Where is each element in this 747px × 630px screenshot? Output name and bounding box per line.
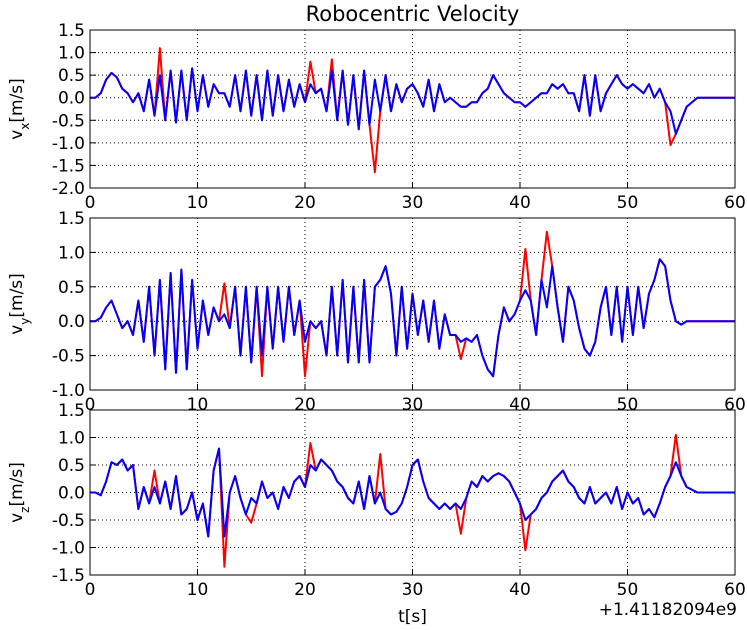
axes-frame <box>89 409 736 576</box>
y-axis-label: vy[m/s] <box>7 273 32 335</box>
y-tick-label: 0.5 <box>58 278 85 298</box>
x-tick-label: 50 <box>617 193 639 213</box>
y-tick-label: 1.5 <box>58 21 85 41</box>
x-tick-label: 30 <box>402 580 424 600</box>
x-axis-label: t[s] <box>398 607 427 627</box>
axes-frame <box>89 29 736 189</box>
x-tick-label: 10 <box>187 193 209 213</box>
y-tick-label: 0.5 <box>58 66 85 86</box>
y-tick-label: -1.5 <box>52 156 85 176</box>
y-axis-label: vz[m/s] <box>7 462 32 523</box>
x-tick-label: 60 <box>724 193 746 213</box>
y-tick-label: 1.5 <box>58 401 85 421</box>
y-tick-label: 0.5 <box>58 456 85 476</box>
axes-frame <box>89 217 736 391</box>
y-axis-label-subscript: x <box>18 123 32 130</box>
y-tick-label: -0.5 <box>52 111 85 131</box>
plot-area <box>90 30 735 188</box>
x-tick-label: 50 <box>617 580 639 600</box>
y-tick-label: -1.0 <box>52 539 85 559</box>
y-tick-label: 0.0 <box>58 312 85 332</box>
y-tick-label: 1.0 <box>58 429 85 449</box>
x-tick-label: 40 <box>509 580 531 600</box>
x-tick-label: 0 <box>85 193 96 213</box>
x-tick-label: 60 <box>724 580 746 600</box>
y-tick-label: -1.0 <box>52 134 85 154</box>
series-line <box>90 258 735 378</box>
y-tick-label: 0.0 <box>58 89 85 109</box>
y-axis-label-subscript: y <box>18 318 32 325</box>
y-axis-label-part: v <box>7 325 27 335</box>
x-tick-label: 0 <box>85 395 96 415</box>
y-axis-label-subscript: z <box>18 507 32 513</box>
series-line <box>90 67 735 135</box>
y-tick-label: 1.5 <box>58 209 85 229</box>
x-tick-label: 20 <box>294 580 316 600</box>
y-axis-label-part: v <box>7 130 27 140</box>
x-tick-label: 40 <box>509 193 531 213</box>
y-axis-label-part: [m/s] <box>7 462 27 506</box>
y-axis-label-part: v <box>7 513 27 523</box>
y-tick-label: 1.0 <box>58 44 85 64</box>
x-tick-label: 0 <box>85 580 96 600</box>
series-line <box>90 447 735 538</box>
y-tick-label: 1.0 <box>58 243 85 263</box>
y-tick-label: -1.5 <box>52 566 85 586</box>
x-tick-label: 10 <box>187 580 209 600</box>
y-tick-label: -0.5 <box>52 511 85 531</box>
y-tick-label: -1.0 <box>52 381 85 401</box>
y-tick-label: -0.5 <box>52 347 85 367</box>
y-tick-label: -2.0 <box>52 179 85 199</box>
y-axis-label-part: [m/s] <box>7 78 27 122</box>
y-tick-label: 0.0 <box>58 484 85 504</box>
x-offset-text: +1.41182094e9 <box>599 600 737 620</box>
x-tick-label: 20 <box>294 193 316 213</box>
x-tick-label: 30 <box>402 193 424 213</box>
chart-title: Robocentric Velocity <box>306 2 520 26</box>
y-axis-label: vx[m/s] <box>7 78 32 140</box>
y-axis-label-part: [m/s] <box>7 273 27 317</box>
